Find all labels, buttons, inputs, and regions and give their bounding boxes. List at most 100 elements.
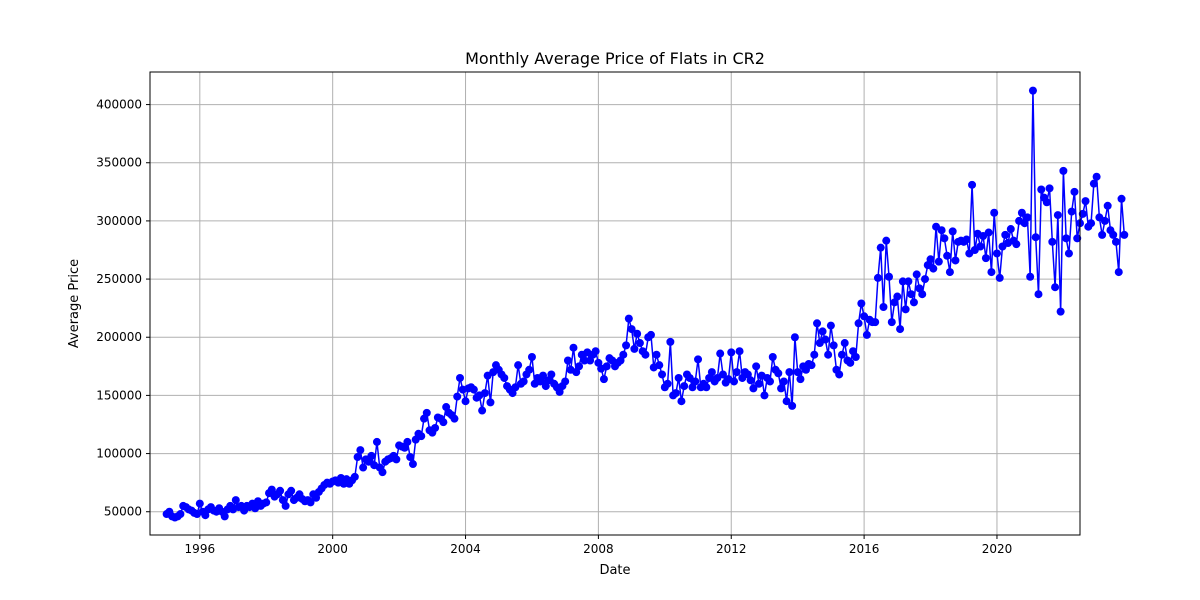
y-tick-label: 400000 <box>96 98 142 112</box>
data-point <box>350 472 359 481</box>
data-point <box>968 180 977 189</box>
data-point <box>1012 240 1021 249</box>
data-point <box>793 368 802 377</box>
data-point <box>1031 233 1040 242</box>
data-point <box>824 350 833 359</box>
data-point <box>752 362 761 371</box>
data-point <box>417 432 426 441</box>
data-point <box>403 437 412 446</box>
data-point <box>702 383 711 392</box>
data-point <box>837 350 846 359</box>
x-tick-label: 2016 <box>849 542 880 556</box>
data-point <box>937 226 946 235</box>
data-point <box>408 460 417 469</box>
data-point <box>1017 208 1026 217</box>
data-point <box>1053 211 1062 220</box>
x-tick-label: 1996 <box>185 542 216 556</box>
data-point <box>732 368 741 377</box>
data-point <box>1026 272 1035 281</box>
y-tick-label: 300000 <box>96 214 142 228</box>
data-point <box>378 468 387 477</box>
data-point <box>461 397 470 406</box>
data-point <box>453 392 462 401</box>
data-point <box>995 273 1004 282</box>
data-point <box>976 242 985 251</box>
data-point <box>813 319 822 328</box>
data-point <box>486 398 495 407</box>
data-point <box>671 389 680 398</box>
data-point <box>580 356 589 365</box>
data-point <box>1078 209 1087 218</box>
data-point <box>810 350 819 359</box>
data-point <box>602 362 611 371</box>
data-point <box>788 401 797 410</box>
data-point <box>1045 184 1054 193</box>
data-point <box>176 510 185 519</box>
data-point <box>840 339 849 348</box>
data-point <box>981 254 990 263</box>
data-point <box>907 290 916 299</box>
y-axis-label: Average Price <box>67 259 82 348</box>
data-point <box>372 437 381 446</box>
data-point <box>480 389 489 398</box>
data-point <box>287 486 296 495</box>
data-point <box>807 361 816 370</box>
data-point <box>851 353 860 362</box>
data-point <box>835 370 844 379</box>
data-point <box>677 397 686 406</box>
data-point <box>754 379 763 388</box>
data-point <box>785 368 794 377</box>
data-point <box>873 273 882 282</box>
data-point <box>563 356 572 365</box>
y-tick-label: 50000 <box>104 505 142 519</box>
data-point <box>876 243 885 252</box>
data-point <box>1064 249 1073 258</box>
data-point <box>539 371 548 380</box>
data-point <box>962 235 971 244</box>
data-point <box>500 373 509 382</box>
data-point <box>885 272 894 281</box>
x-tick-label: 2012 <box>716 542 747 556</box>
data-point <box>663 379 672 388</box>
data-point <box>943 251 952 260</box>
data-point <box>779 377 788 386</box>
data-point <box>818 327 827 336</box>
data-point <box>619 350 628 359</box>
data-point <box>1006 225 1015 234</box>
data-point <box>909 298 918 307</box>
data-point <box>575 362 584 371</box>
data-point <box>622 341 631 350</box>
data-point <box>1037 185 1046 194</box>
data-point <box>921 275 929 284</box>
data-point <box>1067 207 1076 216</box>
data-point <box>1034 290 1043 299</box>
data-point <box>987 268 996 277</box>
data-point <box>1103 201 1112 210</box>
data-point <box>796 375 805 384</box>
data-point <box>1081 197 1090 206</box>
data-point <box>1048 237 1057 246</box>
data-point <box>655 361 664 370</box>
data-point <box>1023 213 1032 222</box>
data-point <box>635 339 644 348</box>
data-point <box>359 463 368 472</box>
data-point <box>1098 230 1107 239</box>
data-point <box>777 384 786 393</box>
data-point <box>439 418 448 427</box>
y-tick-label: 100000 <box>96 447 142 461</box>
data-point <box>882 236 891 245</box>
data-point <box>782 397 791 406</box>
data-point <box>1051 283 1060 292</box>
data-point <box>821 335 830 344</box>
x-tick-label: 2020 <box>982 542 1013 556</box>
data-point <box>1109 230 1118 239</box>
data-point <box>231 496 240 505</box>
data-point <box>945 268 954 277</box>
data-point <box>896 325 905 334</box>
data-point <box>1089 179 1098 188</box>
plot-frame <box>149 71 1081 536</box>
data-point <box>658 370 667 379</box>
data-point <box>195 499 204 508</box>
data-point <box>1087 219 1096 228</box>
